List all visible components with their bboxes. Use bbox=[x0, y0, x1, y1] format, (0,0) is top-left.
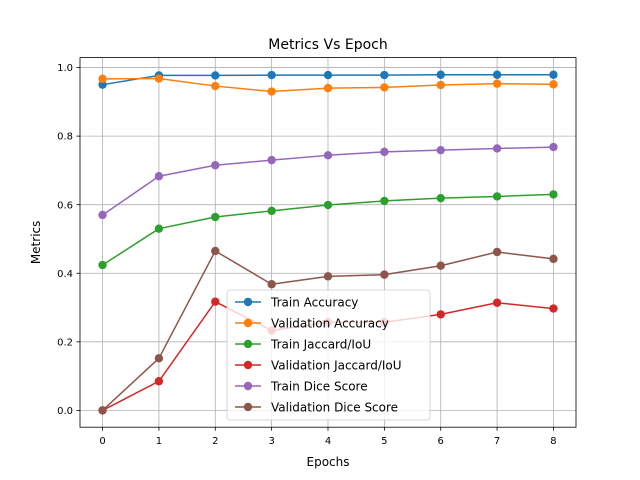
data-point bbox=[98, 210, 107, 220]
data-point bbox=[492, 298, 502, 307]
data-point bbox=[323, 272, 333, 281]
y-tick-label: 0.2 bbox=[57, 337, 73, 348]
data-point bbox=[549, 254, 558, 264]
data-point bbox=[211, 81, 220, 91]
data-point bbox=[98, 74, 107, 84]
legend-label: Train Dice Score bbox=[270, 379, 368, 393]
data-point bbox=[267, 87, 276, 96]
legend-label: Train Jaccard/IoU bbox=[270, 337, 371, 351]
x-tick-label: 3 bbox=[268, 436, 274, 447]
x-tick-label: 5 bbox=[381, 436, 387, 447]
data-point bbox=[380, 270, 389, 279]
legend-label: Train Accuracy bbox=[270, 295, 358, 309]
data-point bbox=[436, 310, 445, 319]
legend-label: Validation Accuracy bbox=[271, 316, 389, 330]
data-point bbox=[549, 190, 558, 199]
data-point bbox=[436, 261, 445, 270]
data-point bbox=[154, 354, 164, 363]
legend-marker bbox=[243, 360, 253, 370]
data-point bbox=[492, 247, 502, 257]
data-point bbox=[211, 161, 220, 170]
data-point bbox=[154, 74, 164, 83]
legend-label: Validation Dice Score bbox=[271, 400, 398, 414]
data-point bbox=[154, 172, 164, 181]
data-point bbox=[323, 83, 333, 93]
data-point bbox=[211, 297, 220, 306]
x-tick-label: 7 bbox=[494, 436, 500, 447]
data-point bbox=[267, 280, 276, 289]
legend-marker bbox=[243, 297, 253, 307]
data-point bbox=[436, 80, 445, 90]
legend-item: Train Dice Score bbox=[235, 379, 368, 393]
x-tick-label: 8 bbox=[550, 436, 556, 447]
data-point bbox=[211, 71, 220, 80]
data-point bbox=[549, 70, 558, 79]
data-point bbox=[380, 147, 389, 157]
legend-marker bbox=[243, 381, 253, 391]
y-tick-label: 0.4 bbox=[57, 269, 73, 280]
legend-item: Validation Accuracy bbox=[235, 316, 389, 330]
data-point bbox=[323, 70, 333, 80]
legend: Train Accuracy Validation Accuracy Train J… bbox=[226, 289, 431, 421]
data-point bbox=[98, 406, 107, 415]
y-tick-label: 0.6 bbox=[57, 200, 73, 211]
data-point bbox=[549, 80, 558, 89]
series-validation-dice-score bbox=[98, 246, 558, 415]
legend-box bbox=[226, 289, 431, 421]
x-tick-label: 6 bbox=[438, 436, 444, 447]
x-tick-label: 4 bbox=[325, 436, 331, 447]
x-tick-label: 0 bbox=[99, 436, 105, 447]
data-point bbox=[492, 144, 502, 153]
legend-item: Validation Jaccard/IoU bbox=[235, 358, 402, 372]
data-point bbox=[380, 196, 389, 206]
data-point bbox=[154, 377, 164, 386]
data-point bbox=[380, 83, 389, 92]
data-point bbox=[98, 80, 107, 89]
data-point bbox=[154, 224, 164, 233]
data-point bbox=[323, 151, 333, 160]
legend-marker bbox=[243, 339, 253, 349]
data-point bbox=[549, 304, 558, 313]
data-point bbox=[492, 70, 502, 79]
series-train-jaccard-iou bbox=[98, 190, 558, 270]
y-tick-label: 0.8 bbox=[57, 132, 73, 143]
legend-marker bbox=[243, 318, 253, 328]
x-tick-label: 1 bbox=[156, 436, 162, 447]
x-axis-ticks: 0 1 2 3 4 5 6 7 8 bbox=[99, 427, 557, 447]
x-axis-label: Epochs bbox=[307, 455, 350, 469]
legend-item: Train Jaccard/IoU bbox=[235, 337, 371, 351]
data-point bbox=[211, 212, 220, 222]
series-train-dice-score bbox=[98, 142, 558, 220]
y-axis-label: Metrics bbox=[29, 221, 43, 265]
y-tick-label: 1.0 bbox=[57, 63, 73, 74]
y-axis-ticks: 0.0 0.2 0.4 0.6 0.8 1.0 bbox=[57, 63, 80, 417]
legend-item: Validation Dice Score bbox=[235, 400, 398, 414]
data-point bbox=[436, 70, 445, 79]
legend-label: Validation Jaccard/IoU bbox=[271, 358, 402, 372]
data-point bbox=[492, 79, 502, 88]
data-point bbox=[549, 142, 558, 152]
data-point bbox=[436, 145, 445, 155]
data-point bbox=[492, 192, 502, 201]
data-point bbox=[436, 193, 445, 203]
legend-marker bbox=[243, 402, 253, 412]
data-point bbox=[323, 200, 333, 210]
legend-item: Train Accuracy bbox=[235, 295, 358, 309]
chart-title: Metrics Vs Epoch bbox=[268, 37, 387, 53]
data-point bbox=[211, 246, 220, 256]
data-point bbox=[380, 70, 389, 80]
series-validation-accuracy bbox=[98, 74, 558, 96]
data-point bbox=[267, 206, 276, 216]
y-tick-label: 0.0 bbox=[57, 406, 73, 417]
x-tick-label: 2 bbox=[212, 436, 218, 447]
data-point bbox=[267, 70, 276, 80]
data-point bbox=[267, 155, 276, 165]
data-point bbox=[98, 260, 107, 270]
